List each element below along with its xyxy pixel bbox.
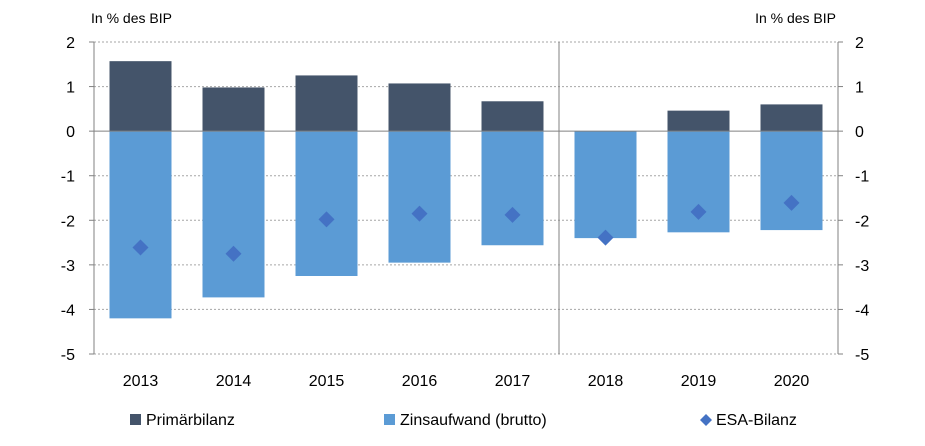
legend-swatch xyxy=(700,414,712,426)
y-axis-label-right: In % des BIP xyxy=(755,10,836,26)
y-tick-label-right: -1 xyxy=(855,169,869,186)
legend-label: Zinsaufwand (brutto) xyxy=(400,412,547,429)
legend-swatch xyxy=(130,414,141,425)
y-tick-label-left: -3 xyxy=(61,258,75,275)
legend-label: Primärbilanz xyxy=(146,412,235,429)
x-tick-label: 2015 xyxy=(309,373,345,390)
y-tick-label-left: 0 xyxy=(66,124,75,141)
y-tick-label-right: -5 xyxy=(855,347,869,364)
y-axis-label-left: In % des BIP xyxy=(91,10,172,26)
y-tick-label-left: -2 xyxy=(61,213,75,230)
bar-zinsaufwand-brutto-2013 xyxy=(109,131,172,319)
x-tick-label: 2014 xyxy=(216,373,252,390)
y-tick-label-left: -5 xyxy=(61,347,75,364)
esa-marker-2020 xyxy=(783,194,800,211)
legend-swatch xyxy=(384,414,395,425)
esa-marker-2014 xyxy=(225,245,242,262)
bar-zinsaufwand-brutto-2017 xyxy=(481,131,544,246)
bars xyxy=(109,61,823,319)
y-tick-label-left: -1 xyxy=(61,169,75,186)
bar-primärbilanz-2014 xyxy=(202,87,265,132)
x-tick-label: 2019 xyxy=(681,373,717,390)
bar-zinsaufwand-brutto-2014 xyxy=(202,131,265,298)
bar-primärbilanz-2020 xyxy=(760,104,823,132)
esa-marker-2013 xyxy=(132,239,149,256)
x-tick-label: 2013 xyxy=(123,373,159,390)
x-tick-label: 2018 xyxy=(588,373,624,390)
x-tick-label: 2016 xyxy=(402,373,438,390)
axes: 2 2 1 1 0 0 -1 -1 -2 -2 -3 -3 -4 -4 -5 -5 2013 2014 2015 20… xyxy=(61,35,870,390)
legend: Primärbilanz Zinsaufwand (brutto) ESA-Bila… xyxy=(130,412,797,429)
y-tick-label-right: 1 xyxy=(855,80,864,97)
y-tick-label-right: -4 xyxy=(855,302,869,319)
bar-zinsaufwand-brutto-2016 xyxy=(388,131,451,263)
bar-zinsaufwand-brutto-2020 xyxy=(760,131,823,231)
esa-marker-2017 xyxy=(504,206,521,223)
y-tick-label-left: -4 xyxy=(61,302,75,319)
esa-marker-2018 xyxy=(597,229,614,246)
esa-marker-2015 xyxy=(318,211,335,228)
y-tick-label-left: 1 xyxy=(66,80,75,97)
y-tick-label-right: -3 xyxy=(855,258,869,275)
markers xyxy=(132,194,800,262)
bar-zinsaufwand-brutto-2018 xyxy=(574,131,637,239)
bar-zinsaufwand-brutto-2015 xyxy=(295,131,358,276)
esa-marker-2019 xyxy=(690,203,707,220)
y-tick-label-right: 2 xyxy=(855,35,864,52)
x-tick-label: 2017 xyxy=(495,373,531,390)
y-tick-label-left: 2 xyxy=(66,35,75,52)
legend-label: ESA-Bilanz xyxy=(716,412,797,429)
bar-primärbilanz-2017 xyxy=(481,101,544,132)
bar-primärbilanz-2019 xyxy=(667,110,730,132)
bar-primärbilanz-2013 xyxy=(109,61,172,132)
esa-marker-2016 xyxy=(411,205,428,222)
x-tick-label: 2020 xyxy=(774,373,810,390)
bar-primärbilanz-2016 xyxy=(388,83,451,132)
bar-primärbilanz-2015 xyxy=(295,75,358,132)
y-tick-label-right: -2 xyxy=(855,213,869,230)
y-tick-label-right: 0 xyxy=(855,124,864,141)
